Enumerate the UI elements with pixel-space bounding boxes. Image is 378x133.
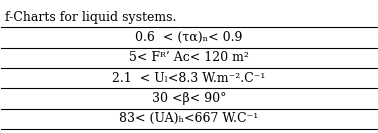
Text: f-Charts for liquid systems.: f-Charts for liquid systems. xyxy=(5,11,177,24)
Text: 5< Fᴿ’ Aᴄ< 120 m²: 5< Fᴿ’ Aᴄ< 120 m² xyxy=(129,51,249,64)
Text: 0.6  < (τα)ₙ< 0.9: 0.6 < (τα)ₙ< 0.9 xyxy=(135,31,243,44)
Text: 30 <β< 90°: 30 <β< 90° xyxy=(152,92,226,105)
Text: 83< (UA)ₕ<667 W.C⁻¹: 83< (UA)ₕ<667 W.C⁻¹ xyxy=(119,112,259,125)
Text: 2.1  < Uₗ<8.3 W.m⁻².C⁻¹: 2.1 < Uₗ<8.3 W.m⁻².C⁻¹ xyxy=(112,72,266,85)
